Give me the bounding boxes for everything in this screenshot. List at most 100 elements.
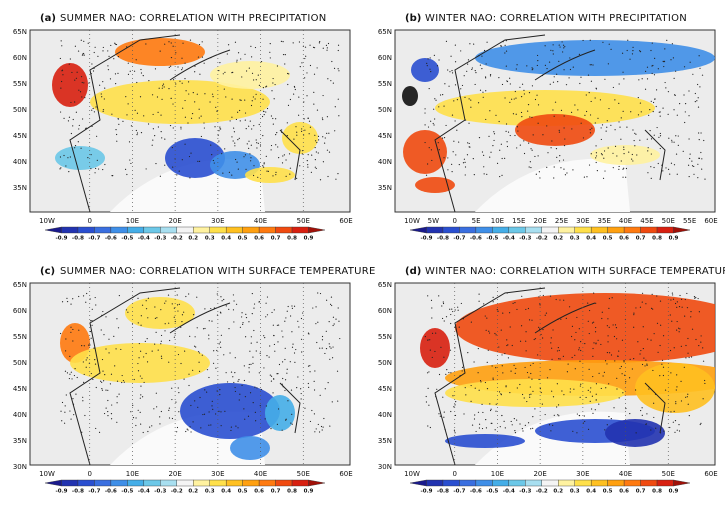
stipple: [316, 67, 318, 69]
stipple: [610, 354, 613, 356]
stipple: [586, 176, 588, 178]
stipple: [77, 50, 80, 52]
colorbar-box: [110, 226, 128, 234]
stipple: [321, 339, 324, 341]
stipple: [569, 57, 571, 59]
stipple: [456, 129, 458, 131]
stipple: [473, 418, 476, 420]
stipple: [479, 64, 482, 66]
stipple: [577, 109, 579, 111]
lon-label: 0: [87, 217, 91, 225]
stipple: [505, 130, 507, 132]
stipple: [526, 400, 528, 403]
stipple: [300, 398, 302, 400]
stipple: [672, 298, 675, 300]
stipple: [675, 135, 677, 137]
stipple: [680, 345, 682, 347]
stipple: [485, 118, 487, 121]
stipple: [489, 156, 491, 158]
stipple: [135, 417, 137, 419]
stipple: [646, 78, 649, 80]
stipple: [508, 312, 511, 314]
stipple: [550, 147, 552, 149]
lon-label: 30E: [211, 217, 224, 225]
stipple: [164, 138, 166, 140]
stipple: [74, 101, 76, 103]
stipple: [599, 99, 602, 101]
stipple: [244, 336, 247, 338]
stipple: [479, 379, 482, 382]
stipple: [310, 171, 312, 173]
stipple: [697, 163, 699, 165]
lon-label: 5W: [428, 217, 439, 225]
stipple: [485, 63, 487, 65]
stipple: [500, 394, 502, 396]
stipple: [264, 337, 266, 339]
stipple: [327, 78, 329, 80]
stipple: [590, 387, 592, 389]
stipple: [504, 352, 506, 355]
stipple: [606, 424, 608, 426]
lat-label: 30N: [378, 463, 392, 471]
stipple: [176, 304, 179, 306]
stipple: [429, 349, 431, 351]
stipple: [667, 91, 670, 93]
stipple: [587, 302, 589, 304]
stipple: [478, 300, 480, 302]
stipple: [606, 351, 609, 354]
stipple: [277, 373, 279, 375]
stipple: [613, 335, 616, 338]
stipple: [607, 335, 609, 337]
stipple: [311, 154, 313, 156]
stipple: [242, 323, 244, 325]
stipple: [116, 318, 118, 320]
stipple: [454, 404, 456, 406]
stipple: [464, 174, 466, 176]
colorbar-box: [61, 226, 79, 234]
lat-label: 40N: [378, 158, 392, 166]
stipple: [597, 339, 599, 341]
stipple: [239, 120, 241, 122]
stipple: [169, 339, 171, 342]
stipple: [307, 154, 309, 156]
stipple: [158, 87, 160, 89]
stipple: [516, 126, 519, 128]
stipple: [325, 330, 327, 332]
stipple: [442, 94, 444, 96]
lon-label: 10W: [404, 470, 420, 478]
stipple: [551, 358, 553, 360]
stipple: [181, 314, 184, 316]
stipple: [218, 69, 220, 72]
stipple: [315, 323, 317, 325]
stipple: [485, 427, 488, 429]
stipple: [110, 418, 113, 420]
stipple: [304, 77, 306, 79]
stipple: [590, 153, 592, 155]
stipple: [243, 156, 245, 158]
lat-label: 65N: [378, 281, 392, 289]
stipple: [449, 71, 451, 73]
stipple: [93, 51, 95, 54]
stipple: [211, 320, 213, 322]
colorbar-label: 0.2: [188, 489, 198, 495]
stipple: [242, 322, 244, 324]
map-panel: (b) WINTER NAO: CORRELATION WITH PRECIPIT…: [378, 13, 718, 242]
colorbar-label: 0.9: [304, 489, 314, 495]
stipple: [337, 49, 339, 52]
colorbar-box: [94, 479, 112, 487]
stipple: [684, 111, 686, 113]
lon-label: 0: [452, 470, 456, 478]
stipple: [308, 133, 310, 135]
stipple: [226, 53, 228, 55]
stipple: [90, 154, 92, 156]
stipple: [67, 157, 69, 159]
stipple: [513, 364, 515, 367]
stipple: [608, 383, 610, 385]
stipple: [276, 423, 278, 426]
stipple: [429, 68, 431, 70]
stipple: [160, 410, 162, 413]
stipple: [257, 176, 259, 178]
stipple: [176, 426, 179, 429]
stipple: [431, 317, 433, 319]
stipple: [182, 42, 184, 44]
